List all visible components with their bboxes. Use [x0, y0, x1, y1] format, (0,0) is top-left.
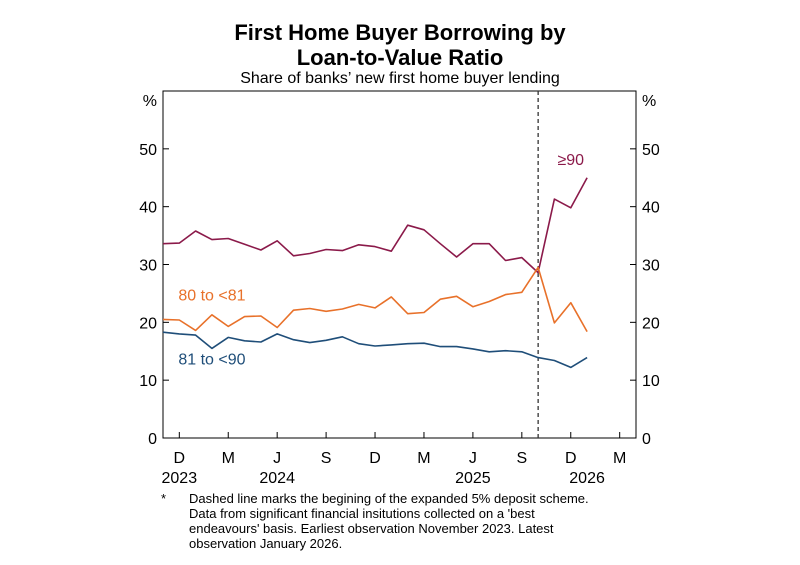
y-tick-label-left: 40	[139, 200, 157, 217]
y-tick-label-right: 0	[642, 431, 651, 448]
x-tick-label-year: 2025	[455, 470, 491, 487]
y-tick-label-right: 10	[642, 373, 660, 390]
chart-title-line-2: Loan-to-Value Ratio	[296, 45, 504, 70]
y-tick-label-left: 50	[139, 142, 157, 159]
x-tick-label-month: M	[417, 450, 430, 467]
footnote-line-3: endeavours' basis. Earliest observation …	[189, 521, 554, 536]
series-label-2: 81 to <90	[178, 352, 245, 369]
x-tick-label-year: 2026	[569, 470, 605, 487]
x-tick-label-month: M	[222, 450, 235, 467]
footnote: * Dashed line marks the begining of the …	[161, 491, 635, 551]
x-tick-label-month: M	[613, 450, 626, 467]
plot-frame	[162, 90, 637, 439]
x-tick-label-month: S	[516, 450, 527, 467]
y-axis-unit-right: %	[642, 93, 656, 110]
x-tick-label-year: 2024	[259, 470, 295, 487]
y-axis-unit-left: %	[143, 93, 157, 110]
x-tick-label-month: J	[469, 450, 477, 467]
y-tick-label-right: 50	[642, 142, 660, 159]
x-tick-label-month: J	[273, 450, 281, 467]
footnote-line-2: Data from significant financial insituti…	[189, 506, 535, 521]
y-tick-label-right: 30	[642, 258, 660, 275]
footnote-line-4: observation January 2026.	[189, 536, 343, 551]
y-tick-label-left: 30	[139, 258, 157, 275]
series-line-1	[162, 266, 588, 332]
y-tick-label-left: 10	[139, 373, 157, 390]
x-tick-label-month: D	[369, 450, 381, 467]
footnote-marker: *	[161, 491, 167, 506]
footnote-line-1: Dashed line marks the begining of the ex…	[189, 491, 589, 506]
y-tick-label-left: 20	[139, 315, 157, 332]
x-tick-label-month: D	[565, 450, 577, 467]
series-line-0	[162, 177, 588, 274]
y-tick-label-right: 40	[642, 200, 660, 217]
chart-subtitle: Share of banks’ new first home buyer len…	[240, 70, 560, 87]
series-label-0: ≥90	[557, 152, 584, 169]
y-tick-label-left: 0	[148, 431, 157, 448]
y-tick-label-right: 20	[642, 315, 660, 332]
chart-title-line-1: First Home Buyer Borrowing by	[234, 20, 566, 45]
series-label-1: 80 to <81	[178, 287, 245, 304]
series-line-2	[162, 331, 588, 369]
x-tick-label-month: S	[321, 450, 332, 467]
x-tick-label-year: 2023	[162, 470, 198, 487]
x-tick-label-month: D	[174, 450, 186, 467]
